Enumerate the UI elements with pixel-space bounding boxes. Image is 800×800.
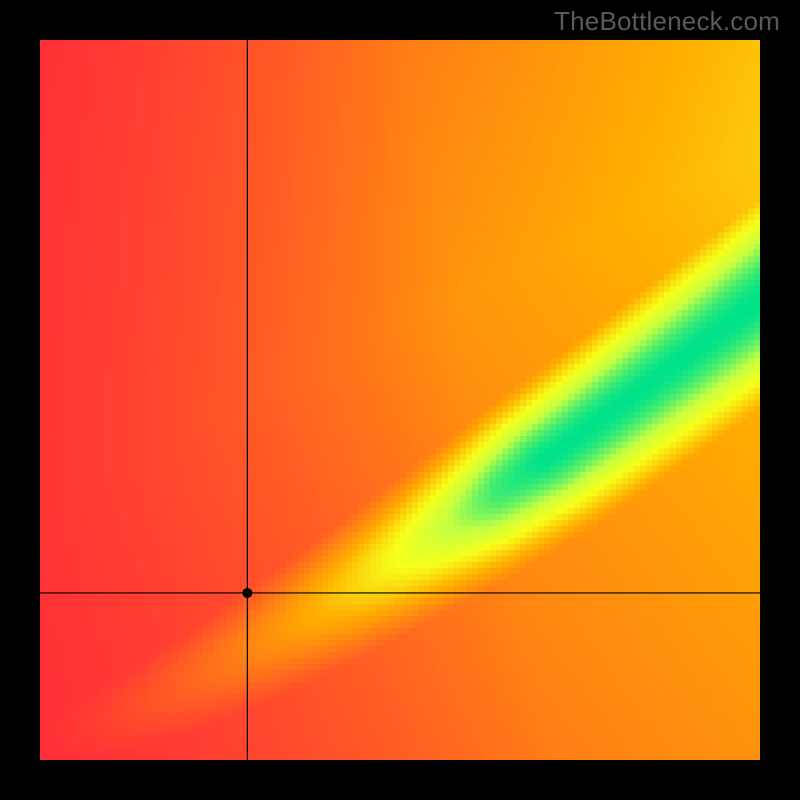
crosshair-dot <box>242 588 252 598</box>
watermark-text: TheBottleneck.com <box>554 6 780 37</box>
chart-container: TheBottleneck.com <box>0 0 800 800</box>
heatmap-plot <box>0 0 800 800</box>
